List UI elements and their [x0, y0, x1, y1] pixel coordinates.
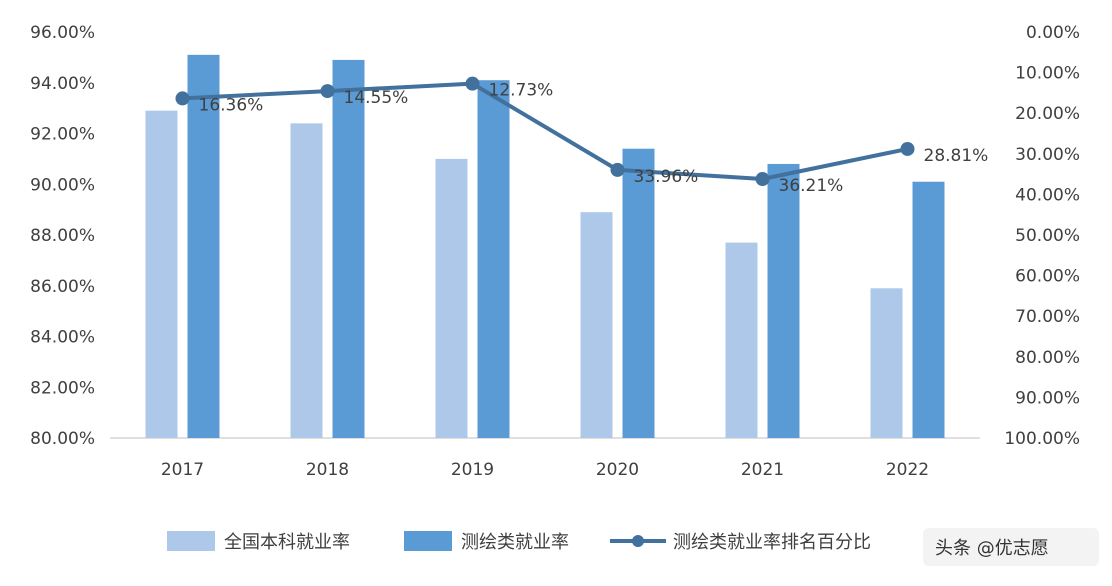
- bar-survey-rate: [767, 163, 800, 438]
- bar-national-rate: [435, 158, 468, 438]
- right-tick-label: 90.00%: [1015, 388, 1080, 408]
- left-y-axis: 80.00% 82.00% 84.00% 86.00% 88.00% 90.00% 92.0…: [30, 23, 95, 449]
- x-tick-label: 2022: [886, 460, 929, 480]
- x-tick-label: 2017: [161, 460, 204, 480]
- rank-data-label: 33.96%: [634, 167, 699, 187]
- bar-survey-rate: [912, 181, 945, 438]
- rank-data-label: 36.21%: [779, 176, 844, 196]
- right-tick-label: 10.00%: [1015, 64, 1080, 84]
- rank-point: [465, 76, 480, 91]
- legend-label-rank: 测绘类就业率排名百分比: [673, 532, 871, 553]
- x-tick-label: 2019: [451, 460, 494, 480]
- x-tick-label: 2020: [596, 460, 639, 480]
- rank-data-label: 14.55%: [344, 88, 409, 108]
- rank-data-label: 16.36%: [199, 95, 264, 115]
- rank-point: [175, 91, 190, 106]
- bar-national-rate: [870, 288, 903, 438]
- rank-point: [610, 162, 625, 177]
- right-tick-label: 30.00%: [1015, 145, 1080, 165]
- credit-badge: 头条 @优志愿: [923, 528, 1099, 566]
- rank-data-label: 12.73%: [489, 81, 554, 101]
- right-tick-label: 20.00%: [1015, 104, 1080, 124]
- right-tick-label: 50.00%: [1015, 226, 1080, 246]
- rank-point: [755, 172, 770, 187]
- bar-national-rate: [580, 212, 613, 438]
- right-tick-label: 70.00%: [1015, 307, 1080, 327]
- bar-survey-rate: [187, 54, 220, 439]
- bar-national-rate: [290, 123, 323, 438]
- bar-survey-rate: [332, 59, 365, 438]
- bar-national-rate: [725, 242, 758, 438]
- legend-marker-rank: [632, 535, 644, 547]
- rank-point: [900, 141, 915, 156]
- rank-point: [320, 84, 335, 99]
- credit-background: [923, 528, 1099, 566]
- bar-survey-rate: [622, 148, 655, 438]
- bar-series: [145, 54, 945, 439]
- x-tick-label: 2021: [741, 460, 784, 480]
- right-tick-label: 100.00%: [1004, 429, 1080, 449]
- credit-text: 头条 @优志愿: [935, 538, 1049, 559]
- left-tick-label: 88.00%: [30, 226, 95, 246]
- right-tick-label: 0.00%: [1026, 23, 1080, 43]
- legend-label-survey-rate: 测绘类就业率: [461, 532, 569, 553]
- legend-label-national-rate: 全国本科就业率: [224, 532, 350, 553]
- left-tick-label: 92.00%: [30, 125, 95, 145]
- left-tick-label: 94.00%: [30, 74, 95, 94]
- bar-national-rate: [145, 110, 178, 438]
- line-series: [175, 76, 915, 187]
- left-tick-label: 80.00%: [30, 429, 95, 449]
- right-y-axis: 0.00% 10.00% 20.00% 30.00% 40.00% 50.00% 60.00…: [1004, 23, 1080, 449]
- left-tick-label: 90.00%: [30, 175, 95, 195]
- right-tick-label: 60.00%: [1015, 267, 1080, 287]
- legend: 全国本科就业率 测绘类就业率 测绘类就业率排名百分比: [167, 531, 871, 553]
- right-tick-label: 40.00%: [1015, 185, 1080, 205]
- legend-swatch-national-rate: [167, 531, 215, 551]
- right-tick-label: 80.00%: [1015, 348, 1080, 368]
- bar-survey-rate: [477, 80, 510, 439]
- x-tick-label: 2018: [306, 460, 349, 480]
- x-axis: 2017 2018 2019 2020 2021 2022: [110, 437, 980, 480]
- legend-swatch-survey-rate: [404, 531, 452, 551]
- left-tick-label: 84.00%: [30, 328, 95, 348]
- left-tick-label: 96.00%: [30, 23, 95, 43]
- left-tick-label: 82.00%: [30, 378, 95, 398]
- rank-line: [182, 81, 908, 182]
- left-tick-label: 86.00%: [30, 277, 95, 297]
- data-labels: 16.36% 14.55% 12.73% 33.96% 36.21% 28.81%: [199, 81, 989, 196]
- rank-data-label: 28.81%: [924, 146, 989, 166]
